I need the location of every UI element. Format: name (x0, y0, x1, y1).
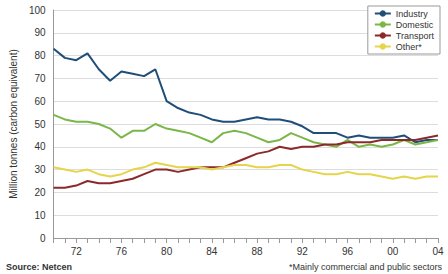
svg-text:70: 70 (34, 73, 46, 84)
svg-text:Domestic: Domestic (396, 20, 434, 30)
svg-text:04: 04 (432, 246, 444, 257)
svg-text:Million tonnes (carbon equival: Million tonnes (carbon equivalent) (8, 49, 19, 199)
svg-text:Industry: Industry (396, 9, 429, 19)
svg-text:72: 72 (71, 246, 83, 257)
svg-text:84: 84 (206, 246, 218, 257)
svg-text:92: 92 (297, 246, 309, 257)
svg-text:60: 60 (34, 96, 46, 107)
svg-text:20: 20 (34, 187, 46, 198)
svg-text:76: 76 (116, 246, 128, 257)
svg-text:100: 100 (29, 5, 46, 16)
svg-text:Source: Netcen: Source: Netcen (6, 262, 72, 272)
svg-text:0: 0 (40, 233, 46, 244)
svg-text:30: 30 (34, 164, 46, 175)
svg-text:*Mainly commercial and public: *Mainly commercial and public sectors (289, 262, 443, 272)
svg-text:10: 10 (34, 210, 46, 221)
svg-text:80: 80 (161, 246, 173, 257)
svg-text:Other*: Other* (396, 42, 423, 52)
svg-text:50: 50 (34, 119, 46, 130)
svg-text:40: 40 (34, 141, 46, 152)
svg-text:96: 96 (342, 246, 354, 257)
svg-text:88: 88 (252, 246, 264, 257)
svg-text:90: 90 (34, 27, 46, 38)
svg-text:00: 00 (387, 246, 399, 257)
svg-text:Transport: Transport (396, 31, 435, 41)
svg-text:80: 80 (34, 50, 46, 61)
